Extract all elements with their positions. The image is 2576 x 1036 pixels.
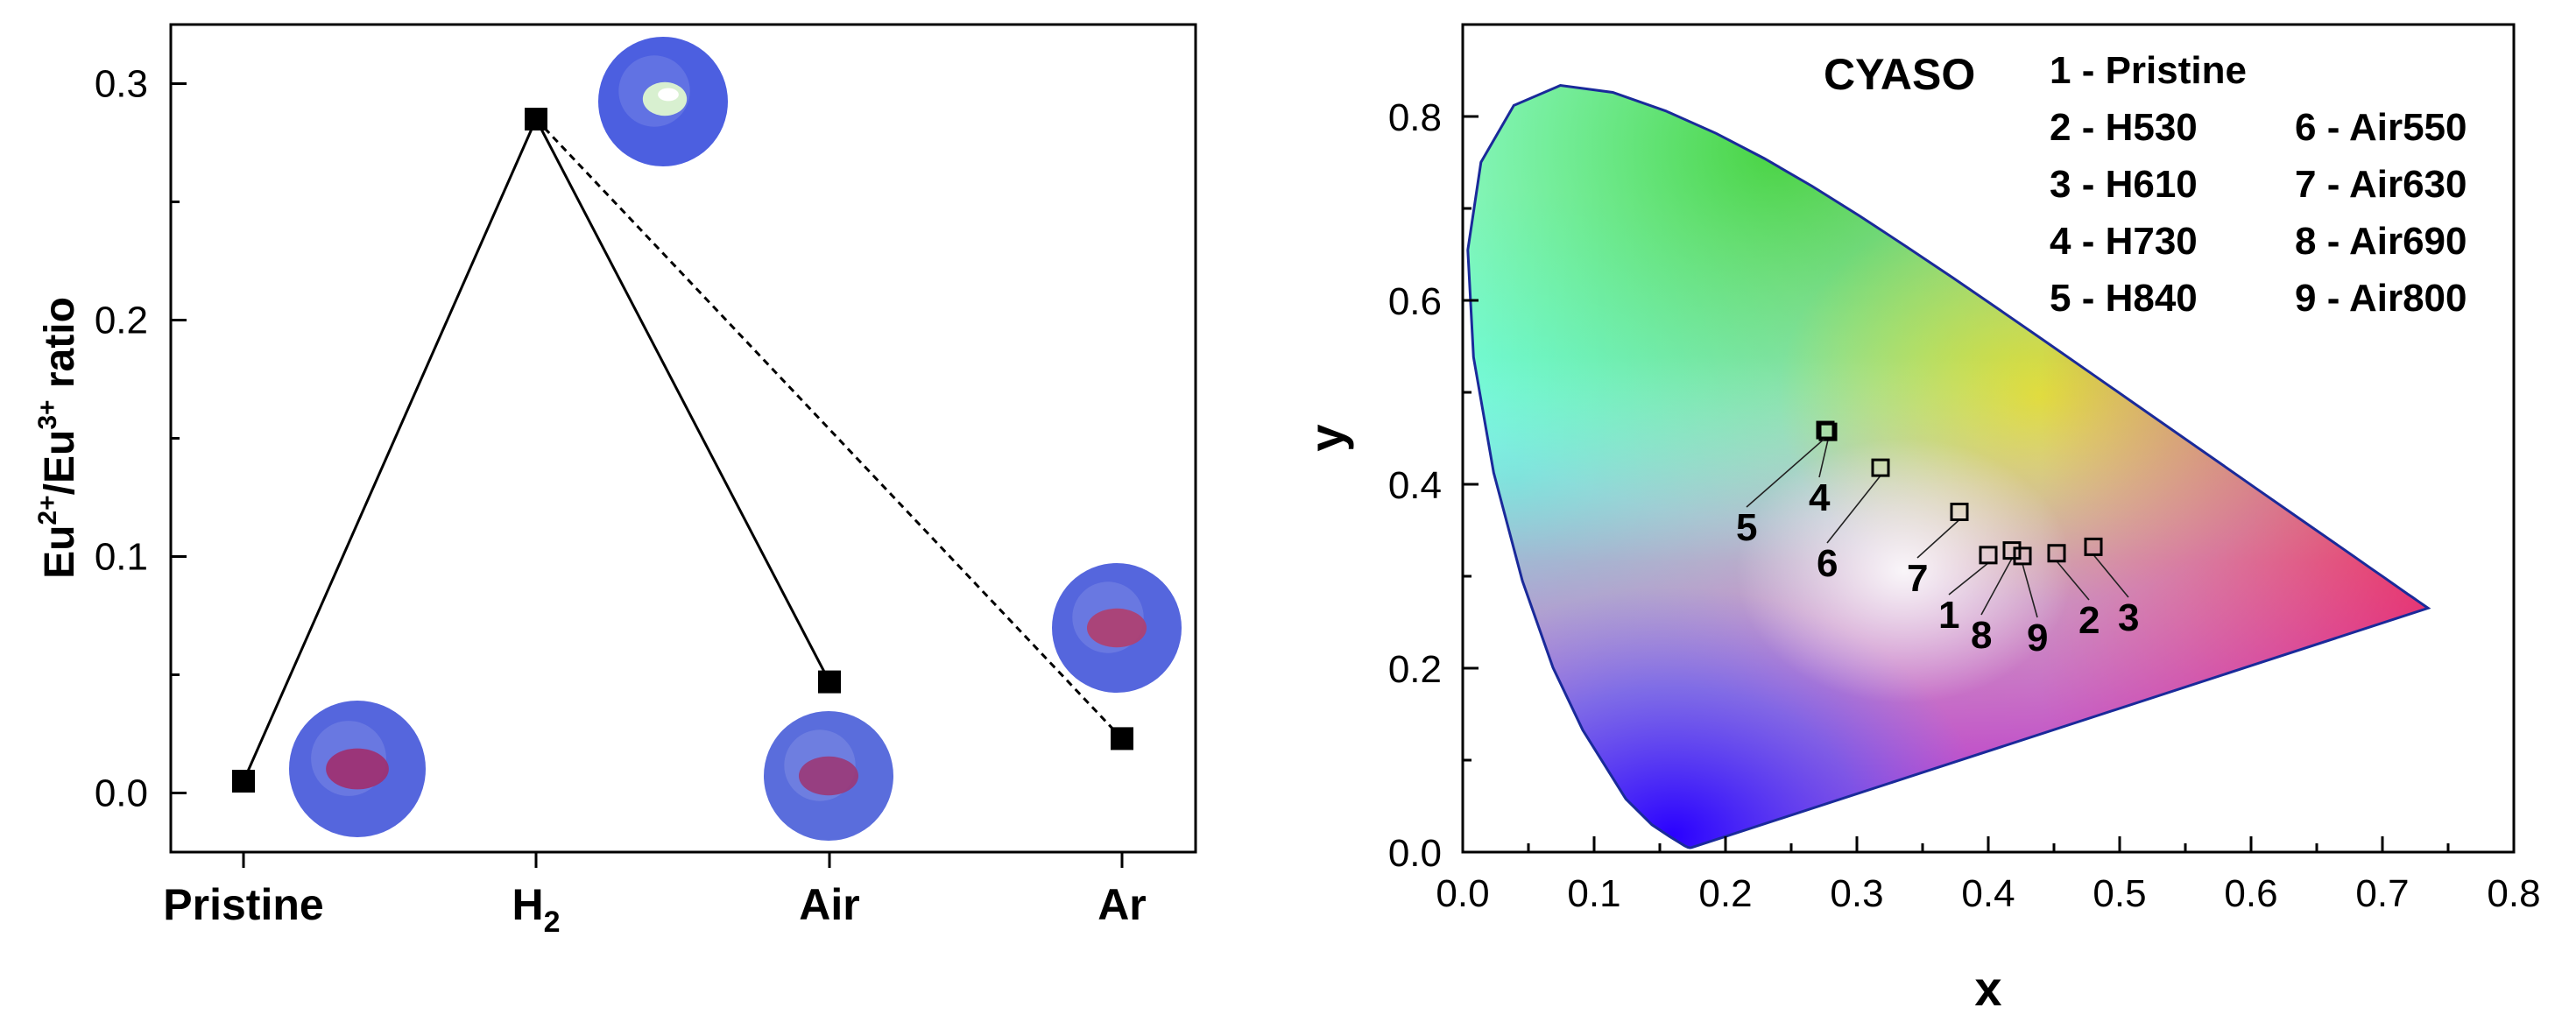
left-y-axis-label: Eu2+/Eu3+ ratio <box>33 297 83 579</box>
right-x-tick-label: 0.4 <box>1961 872 2015 915</box>
right-x-tick-label: 0.2 <box>1698 872 1752 915</box>
left-x-tick-label: Pristine <box>163 880 323 929</box>
cie-point-label: 1 <box>1938 594 1959 637</box>
series-line <box>534 118 831 683</box>
right-x-tick-label: 0.1 <box>1567 872 1620 915</box>
right-y-tick-label: 0.2 <box>1388 648 1442 691</box>
cie-legend-entry: 3 - H610 <box>2050 163 2198 206</box>
left-y-tick-label: 0.3 <box>95 63 148 106</box>
right-y-tick-label: 0.8 <box>1388 96 1442 139</box>
right-y-ticks: 0.0 0.2 0.4 0.6 0.8 <box>1388 96 1479 875</box>
series-marker <box>1111 727 1133 751</box>
cie-point-label: 7 <box>1907 557 1928 600</box>
cie-point: 4 <box>1809 422 1838 519</box>
series-line <box>534 117 1124 740</box>
cie-point: 2 <box>2047 544 2100 642</box>
sample-photo <box>289 701 426 837</box>
ratio-chart: 0.0 0.1 0.2 0.3 Pristine H2 Air Ar Eu2+/Eu3+ r… <box>33 23 1197 939</box>
cie-legend-entry: 8 - Air690 <box>2295 220 2467 263</box>
right-x-tick-label: 0.0 <box>1436 872 1489 915</box>
left-series-lines <box>242 117 1124 782</box>
cie-legend-entry: 5 - H840 <box>2050 277 2198 320</box>
cie-point: 1 <box>1938 546 1998 637</box>
cie-legend-entry: 6 - Air550 <box>2295 106 2467 149</box>
series-marker <box>232 770 255 793</box>
right-y-tick-label: 0.4 <box>1388 464 1442 507</box>
right-y-tick-label: 0.6 <box>1388 280 1442 323</box>
right-x-tick-label: 0.8 <box>2487 872 2540 915</box>
left-x-tick-label: Ar <box>1097 880 1147 929</box>
cie-legend-entry: 9 - Air800 <box>2295 277 2467 320</box>
right-x-axis-label: x <box>1974 961 2001 1016</box>
cie-point: 8 <box>1971 541 2022 657</box>
cie-legend-entry: 2 - H530 <box>2050 106 2198 149</box>
cie-legend-entry: 7 - Air630 <box>2295 163 2467 206</box>
cie-legend-entry: 4 - H730 <box>2050 220 2198 263</box>
cie-legend-entry: 1 - Pristine <box>2050 49 2247 92</box>
cie-point: 7 <box>1907 503 1969 600</box>
right-x-tick-label: 0.3 <box>1830 872 1883 915</box>
left-y-tick-label: 0.0 <box>95 772 148 815</box>
cie-title: CYASO <box>1824 50 1975 99</box>
cie-point-label: 6 <box>1817 542 1838 585</box>
cie-point-label: 8 <box>1971 614 1992 657</box>
left-x-ticks: Pristine H2 Air Ar <box>163 852 1147 939</box>
series-marker <box>818 670 841 694</box>
series-marker <box>525 108 547 130</box>
cie-point-label: 4 <box>1809 476 1831 519</box>
series-line <box>242 118 538 782</box>
cie-point-label: 3 <box>2118 596 2139 639</box>
right-x-ticks: 0.0 0.1 0.2 0.3 0.4 0.5 0.6 0.7 0.8 <box>1436 836 2541 915</box>
left-y-tick-label: 0.2 <box>95 300 148 342</box>
cie-point-label: 2 <box>2078 599 2100 642</box>
right-x-tick-label: 0.6 <box>2224 872 2277 915</box>
cie-point: 5 <box>1736 420 1835 549</box>
cie-chart: 0.0 0.2 0.4 0.6 0.8 0.0 0.1 0.2 0.3 0.4 0.5 0.6 0.7… <box>1299 23 2541 1016</box>
cie-point-label: 9 <box>2027 617 2048 659</box>
left-y-ticks: 0.0 0.1 0.2 0.3 <box>95 63 187 815</box>
cie-point: 3 <box>2084 537 2139 639</box>
sample-photo <box>1052 563 1182 693</box>
right-x-tick-label: 0.7 <box>2355 872 2409 915</box>
sample-photo <box>764 711 893 841</box>
sample-photos <box>289 37 1182 841</box>
cie-point: 9 <box>2013 546 2048 659</box>
left-series-markers <box>232 108 1133 793</box>
right-y-tick-label: 0.0 <box>1388 832 1442 875</box>
cie-legend: 1 - Pristine 2 - H530 3 - H610 4 - H730 5 - … <box>2050 49 2467 320</box>
left-y-tick-label: 0.1 <box>95 536 148 579</box>
cie-point: 6 <box>1817 458 1890 585</box>
left-x-tick-label: H2 <box>512 880 560 939</box>
cie-point-label: 5 <box>1736 506 1757 549</box>
left-x-tick-label: Air <box>799 880 859 929</box>
sample-photo <box>598 37 728 166</box>
right-x-tick-label: 0.5 <box>2093 872 2146 915</box>
right-y-axis-label: y <box>1299 424 1354 451</box>
